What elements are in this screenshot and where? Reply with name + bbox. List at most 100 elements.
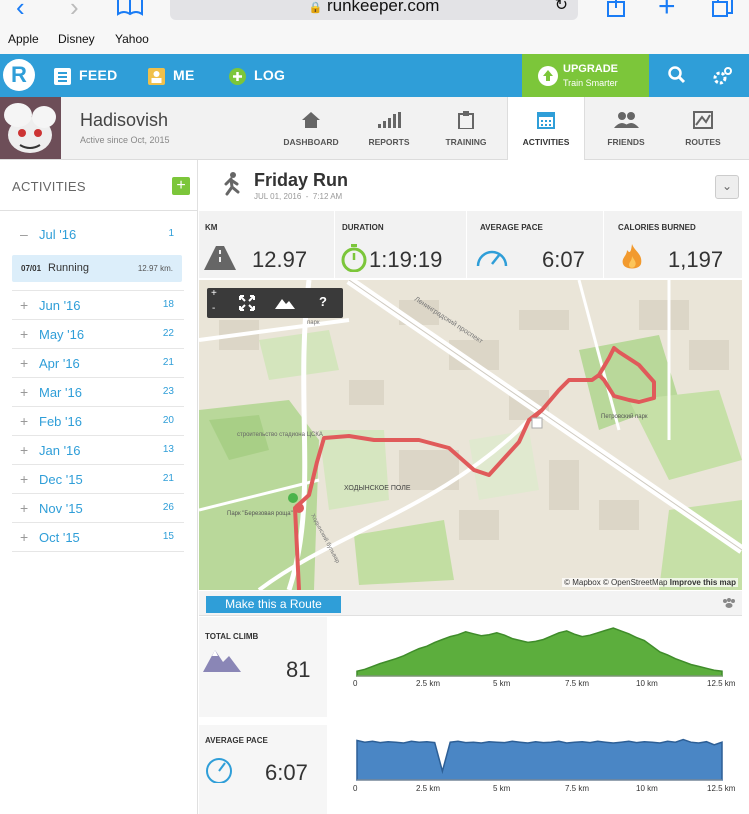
- expand-icon: +: [20, 471, 29, 487]
- duration-label: DURATION: [342, 223, 384, 232]
- x-tick-label: 10 km: [636, 679, 658, 688]
- map-attribution: © Mapbox © OpenStreetMap Improve this ma…: [562, 578, 738, 587]
- nav-log[interactable]: LOG: [229, 54, 285, 97]
- nav-me[interactable]: ME: [148, 54, 195, 97]
- tab-training-label: TRAINING: [445, 137, 487, 147]
- speedometer-icon: [476, 250, 508, 267]
- road: [199, 318, 350, 342]
- back-icon[interactable]: ‹: [16, 0, 25, 22]
- tab-activities[interactable]: ACTIVITIES: [507, 97, 585, 160]
- climb-label: TOTAL CLIMB: [205, 632, 259, 641]
- profile-name[interactable]: Hadisovish: [80, 110, 169, 130]
- zoom-in-button[interactable]: +: [211, 288, 217, 299]
- x-tick-label: 5 km: [493, 784, 511, 793]
- address-bar[interactable]: 🔒 runkeeper.com ↻: [170, 0, 578, 20]
- month-row-current[interactable]: – Jul '16 1: [12, 220, 184, 248]
- nav-feed[interactable]: FEED: [54, 54, 118, 97]
- new-tab-icon[interactable]: +: [658, 0, 676, 23]
- forward-icon[interactable]: ›: [70, 0, 79, 22]
- route-map[interactable]: 123456789101112 Ленинградский проспект с…: [199, 280, 742, 590]
- add-activity-button[interactable]: +: [172, 177, 190, 195]
- lock-icon: 🔒: [308, 2, 323, 14]
- home-icon: [302, 112, 320, 128]
- park-area: [354, 520, 454, 585]
- expand-icon: +: [20, 413, 29, 429]
- month-row[interactable]: + Apr '16 21: [12, 349, 184, 378]
- month-row[interactable]: + Jun '16 18: [12, 291, 184, 320]
- tab-friends[interactable]: FRIENDS: [588, 97, 664, 159]
- flame-icon: [622, 244, 642, 269]
- upgrade-button[interactable]: UPGRADE Train Smarter: [522, 54, 649, 97]
- map-label-field: ХОДЫНСКОЕ ПОЛЕ: [344, 485, 411, 492]
- pace-label: AVERAGE PACE: [480, 223, 543, 232]
- park-area: [259, 330, 339, 380]
- terrain-icon[interactable]: [275, 296, 295, 310]
- month-row[interactable]: + Oct '15 15: [12, 523, 184, 552]
- paw-icon[interactable]: [722, 598, 736, 608]
- activity-menu-dropdown[interactable]: ⌄: [715, 175, 739, 199]
- activity-distance: 12.97 km.: [137, 264, 173, 273]
- sidebar-title: ACTIVITIES: [12, 179, 86, 194]
- x-tick-label: 0: [353, 784, 358, 793]
- map-label-stadium: строительство стадиона ЦСКА: [237, 432, 323, 438]
- x-tick-label: 12.5 km: [707, 784, 736, 793]
- month-row[interactable]: + Jan '16 13: [12, 436, 184, 465]
- area-series: [356, 627, 723, 677]
- activity-datetime: JUL 01, 2016 - 7:12 AM: [254, 192, 343, 201]
- avatar[interactable]: [0, 97, 61, 159]
- search-icon[interactable]: [668, 66, 686, 84]
- month-row[interactable]: + Feb '16 20: [12, 407, 184, 436]
- climb-value: 81: [286, 657, 311, 682]
- log-plus-icon: [229, 67, 246, 85]
- road: [348, 280, 742, 551]
- expand-icon: +: [20, 442, 29, 458]
- settings-gear-icon[interactable]: [712, 66, 732, 86]
- bookmark-disney[interactable]: Disney: [58, 32, 95, 46]
- zoom-out-button[interactable]: -: [212, 303, 216, 314]
- tab-reports[interactable]: REPORTS: [351, 97, 427, 159]
- upgrade-subtitle: Train Smarter: [563, 78, 618, 88]
- month-row[interactable]: + Nov '15 26: [12, 494, 184, 523]
- map-controls: + - ?: [207, 288, 343, 318]
- map-canvas[interactable]: 123456789101112 Ленинградский проспект с…: [199, 280, 742, 590]
- activity-row-selected[interactable]: 07/01 Running 12.97 km.: [12, 255, 182, 282]
- upgrade-title: UPGRADE: [563, 63, 619, 75]
- month-label: Jan '16: [39, 443, 81, 458]
- month-row[interactable]: + May '16 22: [12, 320, 184, 349]
- running-person-icon: [224, 172, 240, 196]
- bookmarks-icon[interactable]: [116, 0, 144, 18]
- month-label: Oct '15: [39, 530, 80, 545]
- share-icon[interactable]: [606, 0, 626, 18]
- improve-map-link[interactable]: Improve this map: [669, 578, 736, 587]
- help-button[interactable]: ?: [319, 294, 327, 309]
- month-row[interactable]: + Dec '15 21: [12, 465, 184, 494]
- pace-speedometer-icon: [206, 758, 232, 783]
- tab-dashboard[interactable]: DASHBOARD: [273, 97, 349, 159]
- month-row[interactable]: + Mar '16 23: [12, 378, 184, 407]
- tab-routes[interactable]: ROUTES: [665, 97, 741, 159]
- photo-marker-icon[interactable]: [531, 417, 543, 429]
- fullscreen-icon[interactable]: [239, 295, 255, 311]
- km-label: KM: [205, 223, 218, 232]
- x-tick-label: 0: [353, 679, 358, 688]
- reload-icon[interactable]: ↻: [554, 0, 568, 14]
- start-pin[interactable]: [288, 493, 298, 503]
- km-value: 12.97: [252, 247, 308, 272]
- road: [199, 478, 320, 512]
- park-area: [659, 500, 742, 590]
- calories-value: 1,197: [668, 247, 724, 272]
- tab-training[interactable]: TRAINING: [428, 97, 504, 159]
- bookmark-apple[interactable]: Apple: [8, 32, 39, 46]
- month-label: Feb '16: [39, 414, 82, 429]
- x-tick-label: 12.5 km: [707, 679, 736, 688]
- expand-icon: +: [20, 529, 29, 545]
- make-route-button[interactable]: Make this a Route: [206, 596, 341, 613]
- bookmark-yahoo[interactable]: Yahoo: [115, 32, 149, 46]
- finish-pin[interactable]: [294, 503, 304, 513]
- tabs-icon[interactable]: [712, 0, 736, 18]
- duration-value: 1:19:19: [369, 247, 443, 272]
- road: [577, 280, 621, 431]
- runkeeper-logo[interactable]: R: [3, 59, 35, 91]
- url-text: runkeeper.com: [326, 0, 440, 15]
- stats-divider-1: [334, 211, 335, 278]
